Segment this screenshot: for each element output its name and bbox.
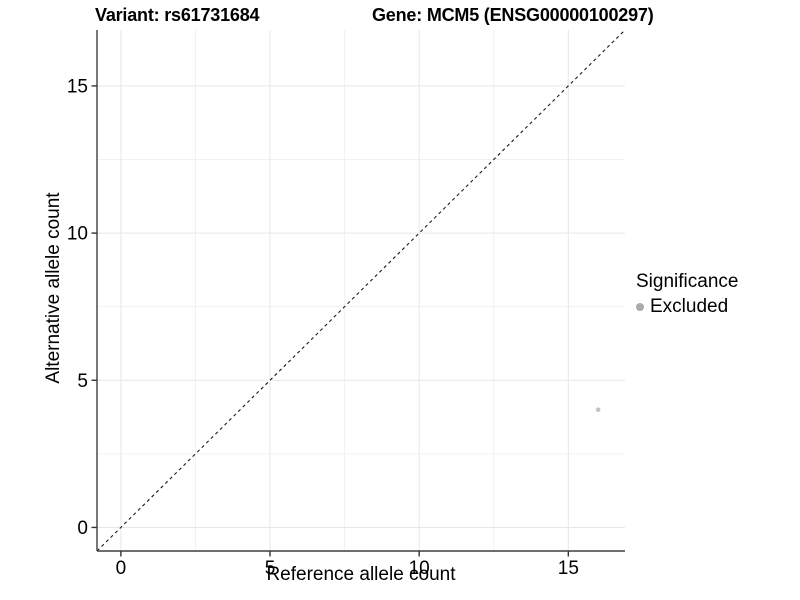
legend-point-icon <box>636 302 644 311</box>
x-tick-label: 5 <box>265 558 276 579</box>
legend-item-excluded: Excluded <box>636 295 738 318</box>
legend-title: Significance <box>636 271 739 292</box>
identity-dashed-line <box>96 29 626 552</box>
legend-item-label: Excluded <box>650 296 729 317</box>
y-axis-title: Alternative allele count <box>43 192 64 384</box>
x-axis-title: Reference allele count <box>266 564 456 585</box>
x-tick-label: 0 <box>116 558 127 579</box>
x-tick-label: 15 <box>558 558 579 579</box>
y-tick-label: 5 <box>77 371 88 392</box>
data-point <box>595 407 601 413</box>
y-tick-label: 0 <box>77 518 88 539</box>
legend: Significance Excluded <box>636 270 738 318</box>
x-tick-label: 10 <box>409 558 430 579</box>
y-tick-label: 10 <box>67 224 88 245</box>
plot-panel: 0 5 10 15 0 5 10 15 <box>67 29 626 579</box>
plot-title-variant: Variant: rs61731684 <box>95 5 260 25</box>
plot-title-gene: Gene: MCM5 (ENSG00000100297) <box>372 5 654 25</box>
y-tick-label: 15 <box>67 76 88 97</box>
